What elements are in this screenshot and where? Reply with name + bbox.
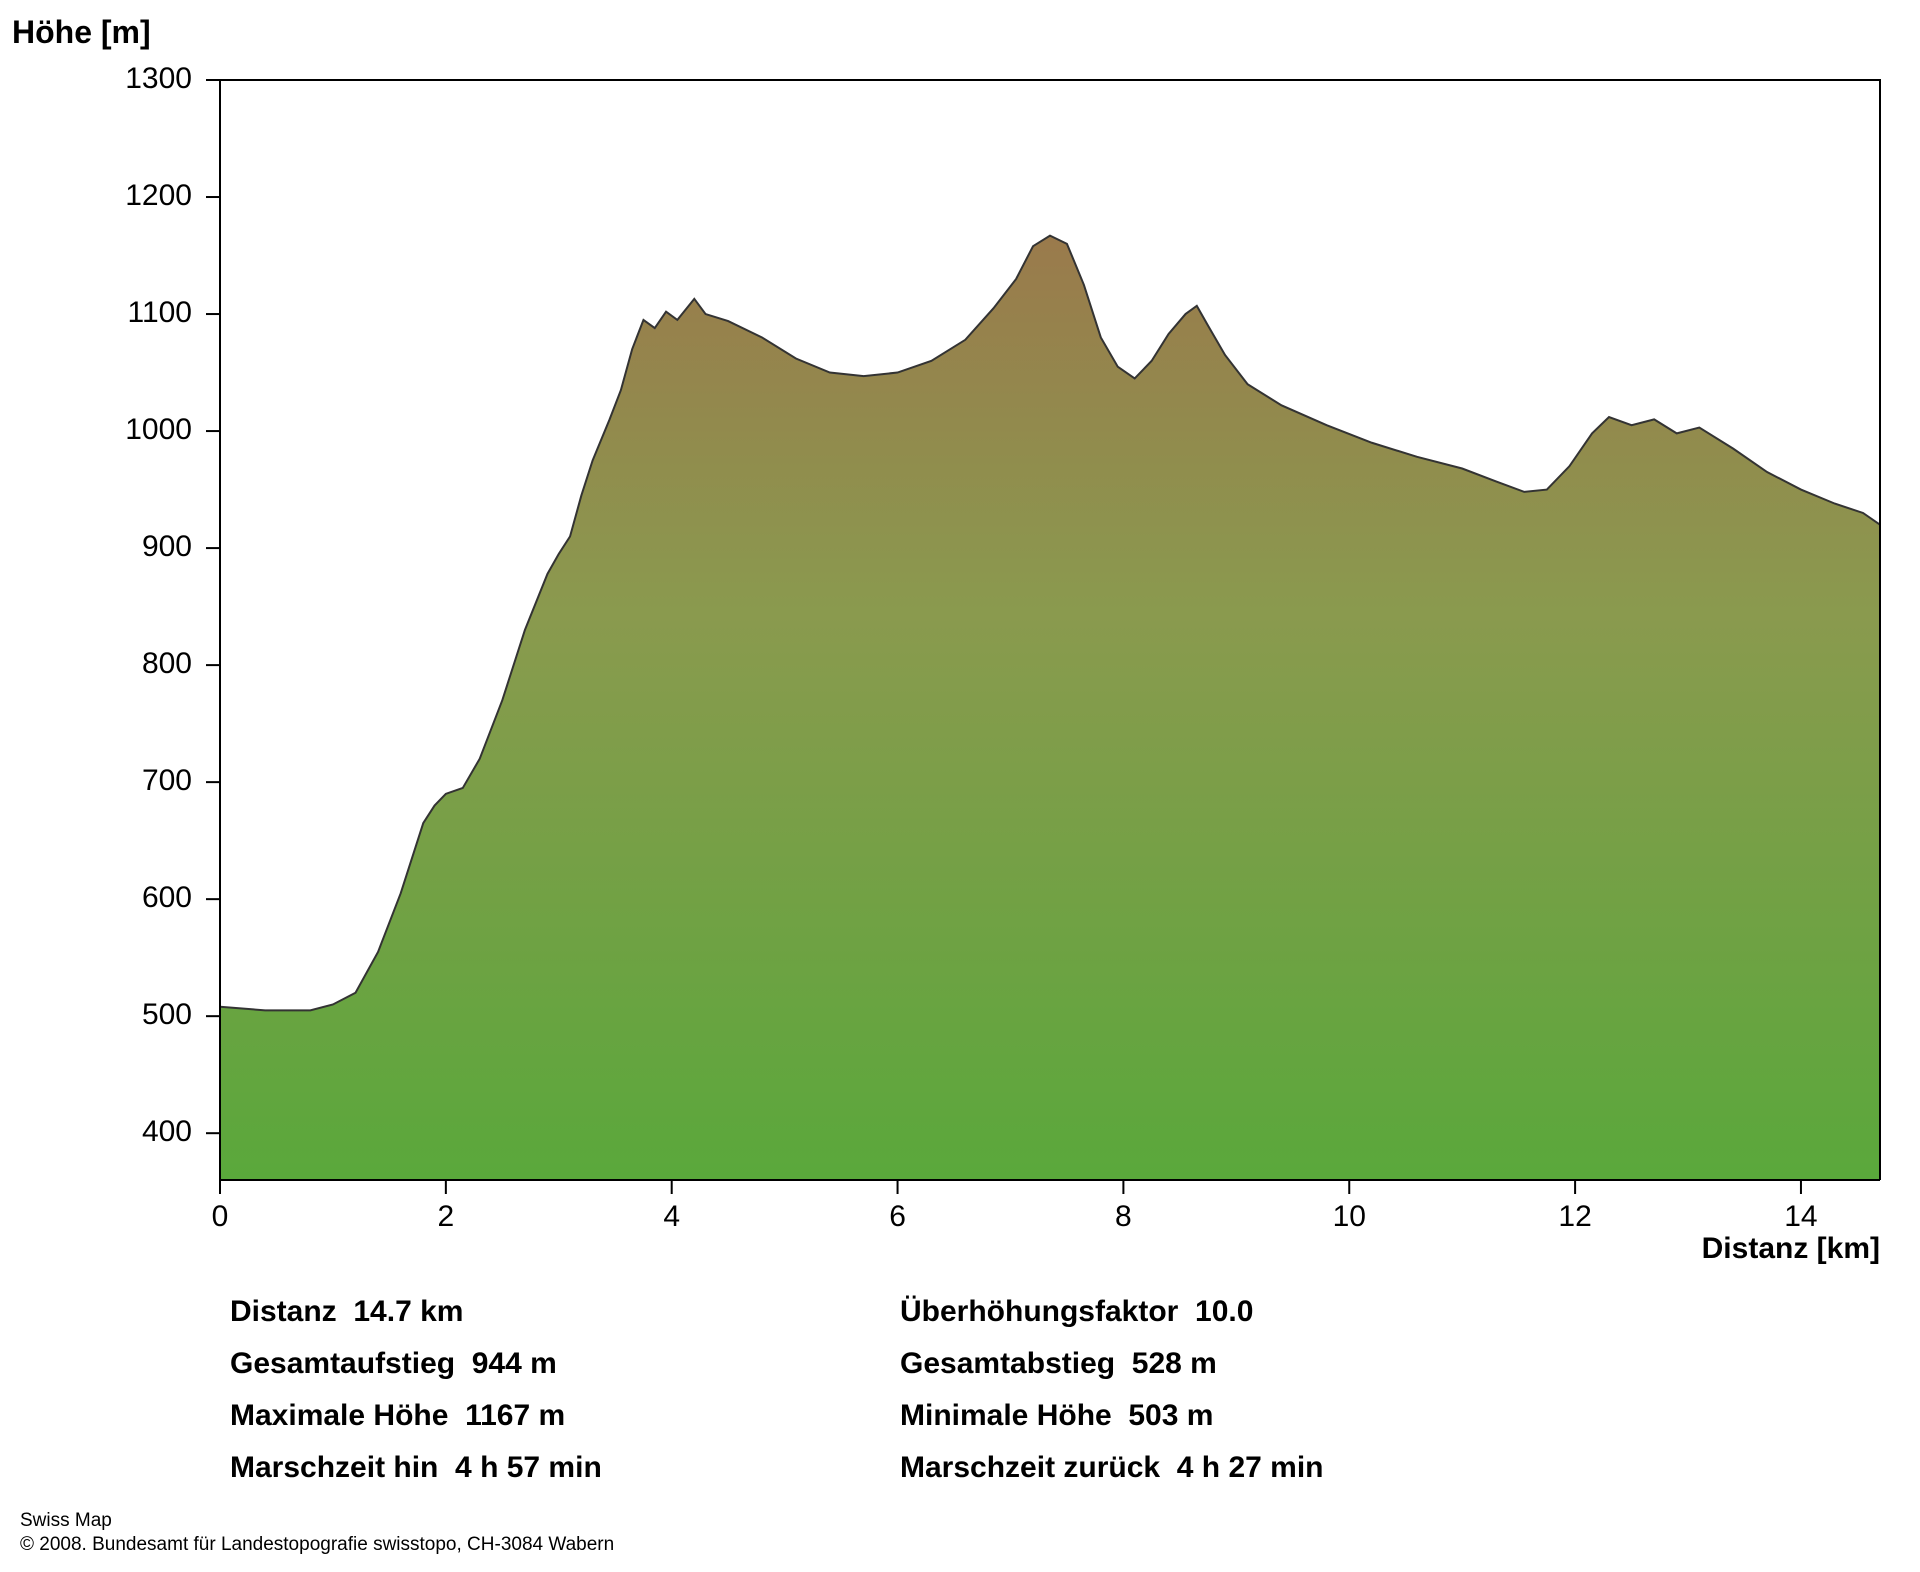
stat-value: 944 m — [472, 1347, 557, 1380]
stat-value: 14.7 km — [353, 1295, 463, 1328]
y-tick-label: 700 — [0, 764, 192, 798]
stat-value: 528 m — [1132, 1347, 1217, 1380]
x-tick-label: 0 — [180, 1200, 260, 1234]
stat-value: 1167 m — [465, 1399, 565, 1432]
stat-right-1: Überhöhungsfaktor 10.0 — [900, 1295, 1253, 1329]
x-tick-label: 12 — [1535, 1200, 1615, 1234]
stat-label: Gesamtaufstieg — [230, 1347, 455, 1380]
stat-right-3: Minimale Höhe 503 m — [900, 1399, 1213, 1433]
x-tick-label: 8 — [1083, 1200, 1163, 1234]
stat-left-3: Maximale Höhe 1167 m — [230, 1399, 565, 1433]
x-axis-label: Distanz [km] — [1702, 1232, 1880, 1266]
stat-label: Minimale Höhe — [900, 1399, 1112, 1432]
stat-label: Marschzeit zurück — [900, 1451, 1160, 1484]
footer-line-1: Swiss Map — [20, 1510, 112, 1532]
stat-right-4: Marschzeit zurück 4 h 27 min — [900, 1451, 1323, 1485]
stat-right-2: Gesamtabstieg 528 m — [900, 1347, 1217, 1381]
elevation-area — [220, 236, 1880, 1180]
stat-left-2: Gesamtaufstieg 944 m — [230, 1347, 557, 1381]
stat-label: Gesamtabstieg — [900, 1347, 1115, 1380]
x-tick-label: 4 — [632, 1200, 712, 1234]
y-tick-label: 900 — [0, 530, 192, 564]
stat-left-1: Distanz 14.7 km — [230, 1295, 463, 1329]
y-tick-label: 1300 — [0, 62, 192, 96]
y-tick-label: 1200 — [0, 179, 192, 213]
stat-value: 4 h 27 min — [1177, 1451, 1324, 1484]
y-tick-label: 500 — [0, 998, 192, 1032]
stat-label: Überhöhungsfaktor — [900, 1295, 1178, 1328]
y-tick-label: 1100 — [0, 296, 192, 330]
chart-title: Höhe [m] — [12, 14, 151, 51]
x-tick-label: 10 — [1309, 1200, 1389, 1234]
y-tick-label: 1000 — [0, 413, 192, 447]
x-tick-label: 6 — [858, 1200, 938, 1234]
stat-value: 10.0 — [1195, 1295, 1253, 1328]
x-tick-label: 14 — [1761, 1200, 1841, 1234]
stat-label: Distanz — [230, 1295, 337, 1328]
stat-left-4: Marschzeit hin 4 h 57 min — [230, 1451, 602, 1485]
y-tick-label: 600 — [0, 881, 192, 915]
x-tick-label: 2 — [406, 1200, 486, 1234]
footer-line-2: © 2008. Bundesamt für Landestopografie s… — [20, 1534, 614, 1556]
stat-value: 4 h 57 min — [455, 1451, 602, 1484]
y-tick-label: 800 — [0, 647, 192, 681]
stat-label: Marschzeit hin — [230, 1451, 438, 1484]
y-tick-label: 400 — [0, 1115, 192, 1149]
stat-value: 503 m — [1128, 1399, 1213, 1432]
stat-label: Maximale Höhe — [230, 1399, 448, 1432]
elevation-chart — [0, 0, 1920, 1572]
